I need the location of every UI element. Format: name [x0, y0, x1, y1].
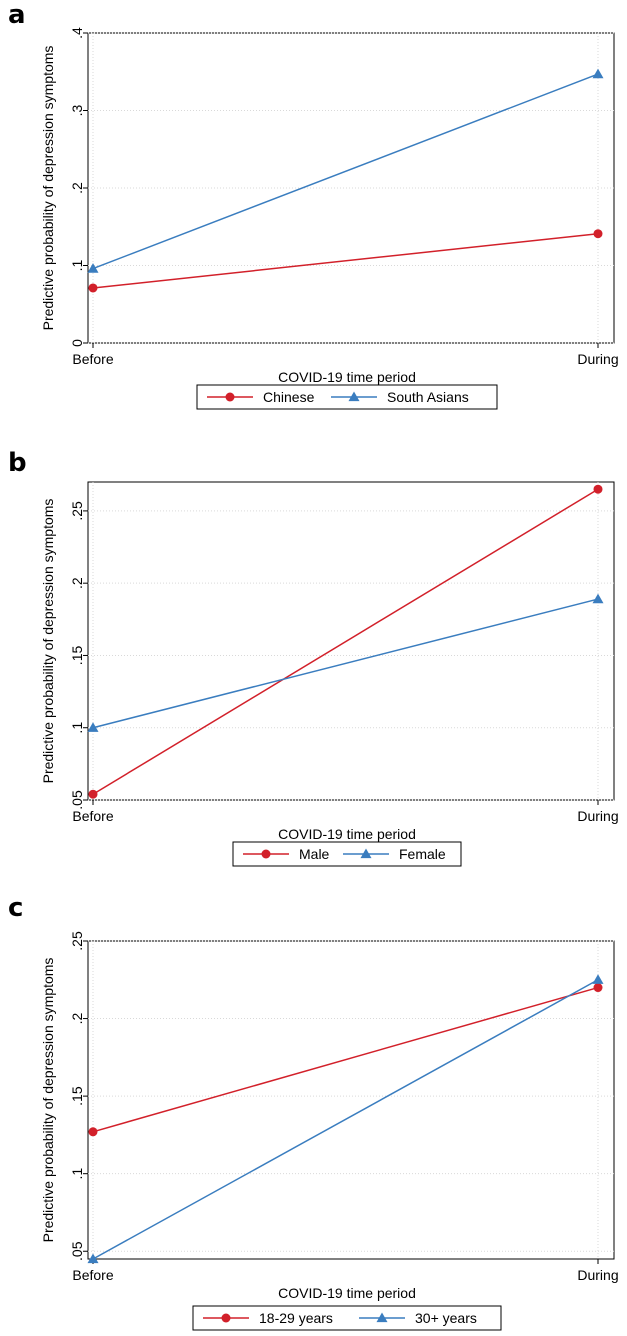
series-line-2: [92, 979, 599, 1260]
legend-marker-triangle: [348, 391, 360, 402]
data-point-triangle: [87, 1253, 99, 1264]
x-tick-label: Before: [72, 351, 113, 367]
y-tick-label: .15: [69, 1086, 85, 1106]
x-tick-label: During: [577, 351, 618, 367]
y-tick-label: .1: [69, 1168, 85, 1180]
x-axis-title: COVID-19 time period: [278, 1285, 416, 1301]
chart-b-svg: .05 .1 .15 .2 .25 Before During COVID-19 time p…: [40, 481, 619, 867]
y-tick-label: .05: [69, 1241, 85, 1261]
series-line-2: [92, 73, 599, 270]
x-axis-title: COVID-19 time period: [278, 369, 416, 385]
x-axis-title: COVID-19 time period: [278, 826, 416, 842]
x-tick-label: Before: [72, 1267, 113, 1283]
legend-marker-circle: [261, 849, 271, 859]
data-point-triangle: [87, 722, 99, 732]
legend-label-2: 30+ years: [415, 1310, 477, 1326]
data-point-triangle: [592, 593, 604, 604]
data-point-circle: [593, 229, 603, 239]
y-tick-label: .25: [69, 931, 85, 951]
x-tick-label: Before: [72, 808, 113, 824]
series-line-1: [92, 232, 599, 289]
y-axis-title: Predictive probability of depression sym…: [40, 499, 56, 784]
legend: Male Female: [232, 841, 462, 867]
legend-label-1: 18-29 years: [259, 1310, 333, 1326]
legend-marker-triangle: [376, 1312, 388, 1323]
y-tick-label: 0: [69, 339, 85, 347]
y-tick-label: .2: [69, 577, 85, 589]
data-point-circle: [88, 1127, 98, 1137]
panel-label-b: b: [8, 448, 27, 478]
data-point-circle: [593, 983, 603, 993]
legend-marker-triangle: [360, 848, 372, 859]
y-tick-label: .15: [69, 646, 85, 666]
chart-panel-c: c .05 .1 .15 .2 .25 Before During COVID-19 time…: [0, 893, 627, 1336]
y-tick-label: .4: [69, 27, 85, 39]
y-tick-label: .2: [69, 1013, 85, 1025]
data-point-circle: [88, 283, 98, 293]
legend-label-1: Male: [299, 846, 330, 862]
x-tick-label: During: [577, 1267, 618, 1283]
y-axis-title: Predictive probability of depression sym…: [40, 958, 56, 1243]
data-point-circle: [593, 484, 603, 494]
series-line-1: [92, 986, 599, 1133]
panel-label-a: a: [8, 0, 26, 30]
data-point-circle: [88, 789, 98, 799]
data-point-triangle: [592, 68, 604, 79]
plot-area: [87, 940, 615, 1260]
chart-panel-b: b .05 .1 .15 .2 .25 Before During COVID-19 time…: [0, 448, 627, 888]
legend-label-2: South Asians: [387, 389, 469, 405]
data-point-triangle: [87, 263, 99, 273]
y-tick-label: .1: [69, 259, 85, 271]
legend: Chinese South Asians: [196, 384, 498, 410]
legend: 18-29 years 30+ years: [192, 1305, 502, 1331]
y-tick-label: .05: [69, 790, 85, 810]
x-tick-label: During: [577, 808, 618, 824]
y-tick-label: .25: [69, 501, 85, 521]
series-line-2: [92, 598, 599, 729]
legend-marker-circle: [225, 392, 235, 402]
legend-marker-circle: [221, 1313, 231, 1323]
y-tick-label: .2: [69, 182, 85, 194]
series-line-1: [92, 488, 599, 795]
chart-c-svg: .05 .1 .15 .2 .25 Before During COVID-19 time p…: [40, 931, 619, 1331]
plot-area: [87, 481, 615, 801]
legend-label-1: Chinese: [263, 389, 315, 405]
chart-panel-a: a 0 .1 .2 .3 .4 Before During COVID-19 time per…: [0, 0, 627, 440]
panel-label-c: c: [8, 893, 24, 923]
y-tick-label: .3: [69, 104, 85, 116]
y-axis-title: Predictive probability of depression sym…: [40, 46, 56, 331]
y-tick-label: .1: [69, 722, 85, 734]
data-point-triangle: [592, 974, 604, 984]
chart-a-svg: 0 .1 .2 .3 .4 Before During COVID-19 time perio…: [40, 27, 619, 410]
legend-label-2: Female: [399, 846, 446, 862]
